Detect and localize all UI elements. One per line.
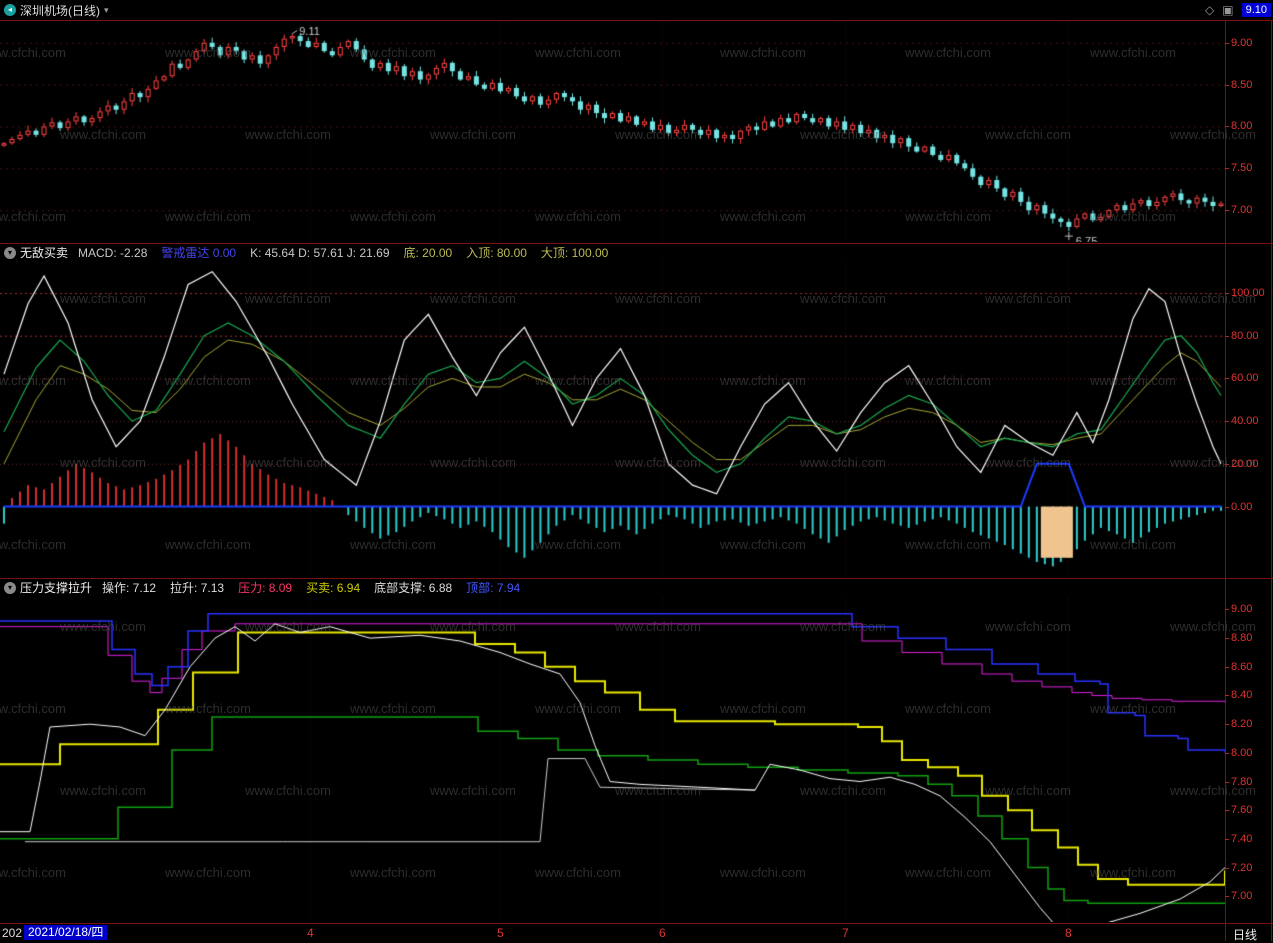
axis-label: 8.40 [1231,689,1253,702]
axis-label: 8.60 [1231,660,1253,673]
axis-tick [1225,210,1229,212]
time-tick: 6 [659,926,666,940]
axis-label: 7.60 [1231,804,1253,817]
axis-tick [1225,506,1229,508]
right-edge-line [1271,20,1272,941]
axis-label: 8.50 [1231,78,1253,91]
axis-tick [1225,838,1229,840]
axis-label: 60.00 [1231,372,1259,385]
axis-label: 7.40 [1231,832,1253,845]
indicator-stat: K: 45.64 D: 57.61 J: 21.69 [250,246,390,260]
date-selected: 2021/02/18/四 [24,925,108,940]
bottom-bar: 202 2021/02/18/四 4 5 6 7 8 日线 [0,924,1273,942]
panel-divider [0,923,1273,924]
indicator-name[interactable]: 无敌买卖 [20,246,69,260]
axis-label: 9.00 [1231,603,1253,616]
axis-label: 7.20 [1231,861,1253,874]
axis-label: 7.80 [1231,775,1253,788]
title-bar: ◂ 深圳机场(日线) ▾ ◇ ▣ 9.10 [0,0,1273,20]
window-icon[interactable]: ▣ [1222,3,1234,17]
panel-divider [0,243,1273,244]
pressure-stat: 底部支撑: 6.88 [374,581,453,595]
pressure-collapse-icon[interactable]: ▾ [4,581,16,594]
axis-tick [1225,609,1229,611]
stock-title[interactable]: 深圳机场(日线) [20,3,100,18]
axis-tick [1225,867,1229,869]
indicator-stat: 入顶: 80.00 [466,246,527,260]
axis-tick [1225,666,1229,668]
indicator-collapse-icon[interactable]: ▾ [4,246,16,259]
axis-label: 8.20 [1231,718,1253,731]
axis-label: 7.50 [1231,162,1253,175]
axis-label: 0.00 [1231,500,1253,513]
diamond-icon[interactable]: ◇ [1205,3,1215,17]
time-tick: 5 [497,926,504,940]
indicator-stat: 底: 20.00 [403,246,453,260]
title-dropdown-icon[interactable]: ▾ [104,4,109,15]
axis-label: 8.80 [1231,632,1253,645]
axis-label: 100.00 [1231,287,1265,300]
axis-tick [1225,724,1229,726]
axis-tick [1225,42,1229,44]
axis-tick [1225,810,1229,812]
axis-tick [1225,695,1229,697]
axis-tick [1225,421,1229,423]
date-prefix: 202 [2,926,23,940]
price-chart-canvas[interactable] [0,21,1225,242]
stock-menu-icon[interactable]: ◂ [4,4,16,16]
axis-label: 40.00 [1231,415,1259,428]
axis-label: 9.00 [1231,36,1253,49]
axis-tick [1225,781,1229,783]
axis-tick [1225,752,1229,754]
axis-label: 80.00 [1231,329,1259,342]
time-tick: 8 [1065,926,1072,940]
pressure-header: ▾ 压力支撑拉升 操作: 7.12 拉升: 7.13 压力: 8.09 买卖: 6.9… [0,579,534,596]
indicator-stat: 大顶: 100.00 [540,246,609,260]
pressure-chart-canvas[interactable] [0,598,1225,922]
pressure-stats: 操作: 7.12 拉升: 7.13 压力: 8.09 买卖: 6.94 底部支撑: 6.… [102,579,534,596]
axis-tick [1225,293,1229,295]
axis-tick [1225,335,1229,337]
axis-label: 8.00 [1231,120,1253,133]
axis-tick [1225,84,1229,86]
axis-label: 20.00 [1231,457,1259,470]
axis-tick [1225,896,1229,898]
time-tick: 7 [842,926,849,940]
axis-tick [1225,126,1229,128]
pressure-stat: 压力: 8.09 [238,581,293,595]
pressure-stat: 拉升: 7.13 [170,581,225,595]
axis-tick [1225,638,1229,640]
indicator-chart-canvas[interactable] [0,261,1225,577]
pressure-stat: 买卖: 6.94 [306,581,361,595]
axis-separator [1225,20,1226,941]
indicator-stats: MACD: -2.28 警戒雷达 0.00 K: 45.64 D: 57.61 J:… [78,244,622,261]
pressure-stat: 操作: 7.12 [102,581,157,595]
indicator-stat: MACD: -2.28 [78,246,148,260]
indicator-header: ▾ 无敌买卖 MACD: -2.28 警戒雷达 0.00 K: 45.64 D: 5… [0,244,622,261]
axis-tick [1225,168,1229,170]
pressure-stat: 顶部: 7.94 [466,581,521,595]
period-label[interactable]: 日线 [1233,928,1258,942]
last-price-box: 9.10 [1241,3,1271,17]
indicator-stat: 警戒雷达 0.00 [161,246,237,260]
pressure-name[interactable]: 压力支撑拉升 [20,581,93,595]
time-tick: 4 [307,926,314,940]
axis-tick [1225,378,1229,380]
axis-label: 8.00 [1231,746,1253,759]
axis-label: 7.00 [1231,890,1253,903]
panel-divider [0,20,1273,21]
axis-tick [1225,463,1229,465]
axis-label: 7.00 [1231,204,1253,217]
panel-divider [0,578,1273,579]
